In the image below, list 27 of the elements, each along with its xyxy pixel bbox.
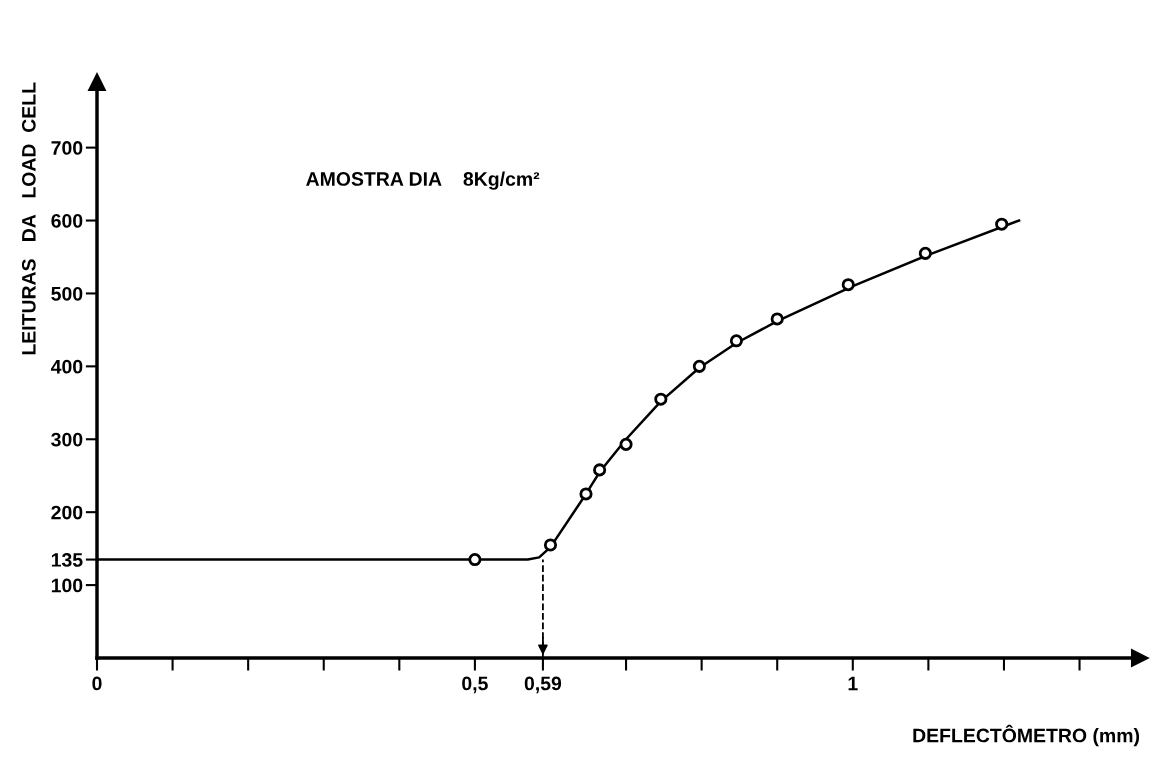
point [995, 217, 1009, 231]
y-axis-title: LEITURAS DA LOAD CELL [21, 82, 36, 355]
x-tick-label: 0 [92, 676, 102, 691]
point [654, 392, 668, 406]
y-tick-label: 200 [51, 505, 83, 520]
x-tick-label: 0,5 [462, 676, 488, 694]
point [770, 312, 784, 326]
x-tick-label: 0,59 [524, 676, 562, 694]
point [729, 334, 743, 348]
y-tick-label: 700 [51, 141, 83, 155]
point [619, 437, 633, 451]
point [841, 278, 855, 292]
text: AMOSTRA DIA 8Kg/cm² [306, 171, 540, 190]
x-tick-label: 1 [848, 676, 858, 691]
y-tick-label: 135 [51, 553, 83, 567]
point [918, 246, 932, 260]
y-tick-label: 300 [51, 432, 83, 447]
y-tick-label: 400 [50, 359, 83, 374]
y-tick-label: 100 [51, 578, 83, 593]
y-tick-label: 600 [51, 214, 83, 228]
y-tick-label: 500 [51, 286, 83, 301]
point [468, 553, 482, 567]
point [579, 487, 593, 501]
point [593, 463, 607, 477]
point [692, 359, 706, 373]
x-axis-title: DEFLECTÔMETRO (mm) [913, 724, 1140, 747]
point [543, 538, 558, 552]
